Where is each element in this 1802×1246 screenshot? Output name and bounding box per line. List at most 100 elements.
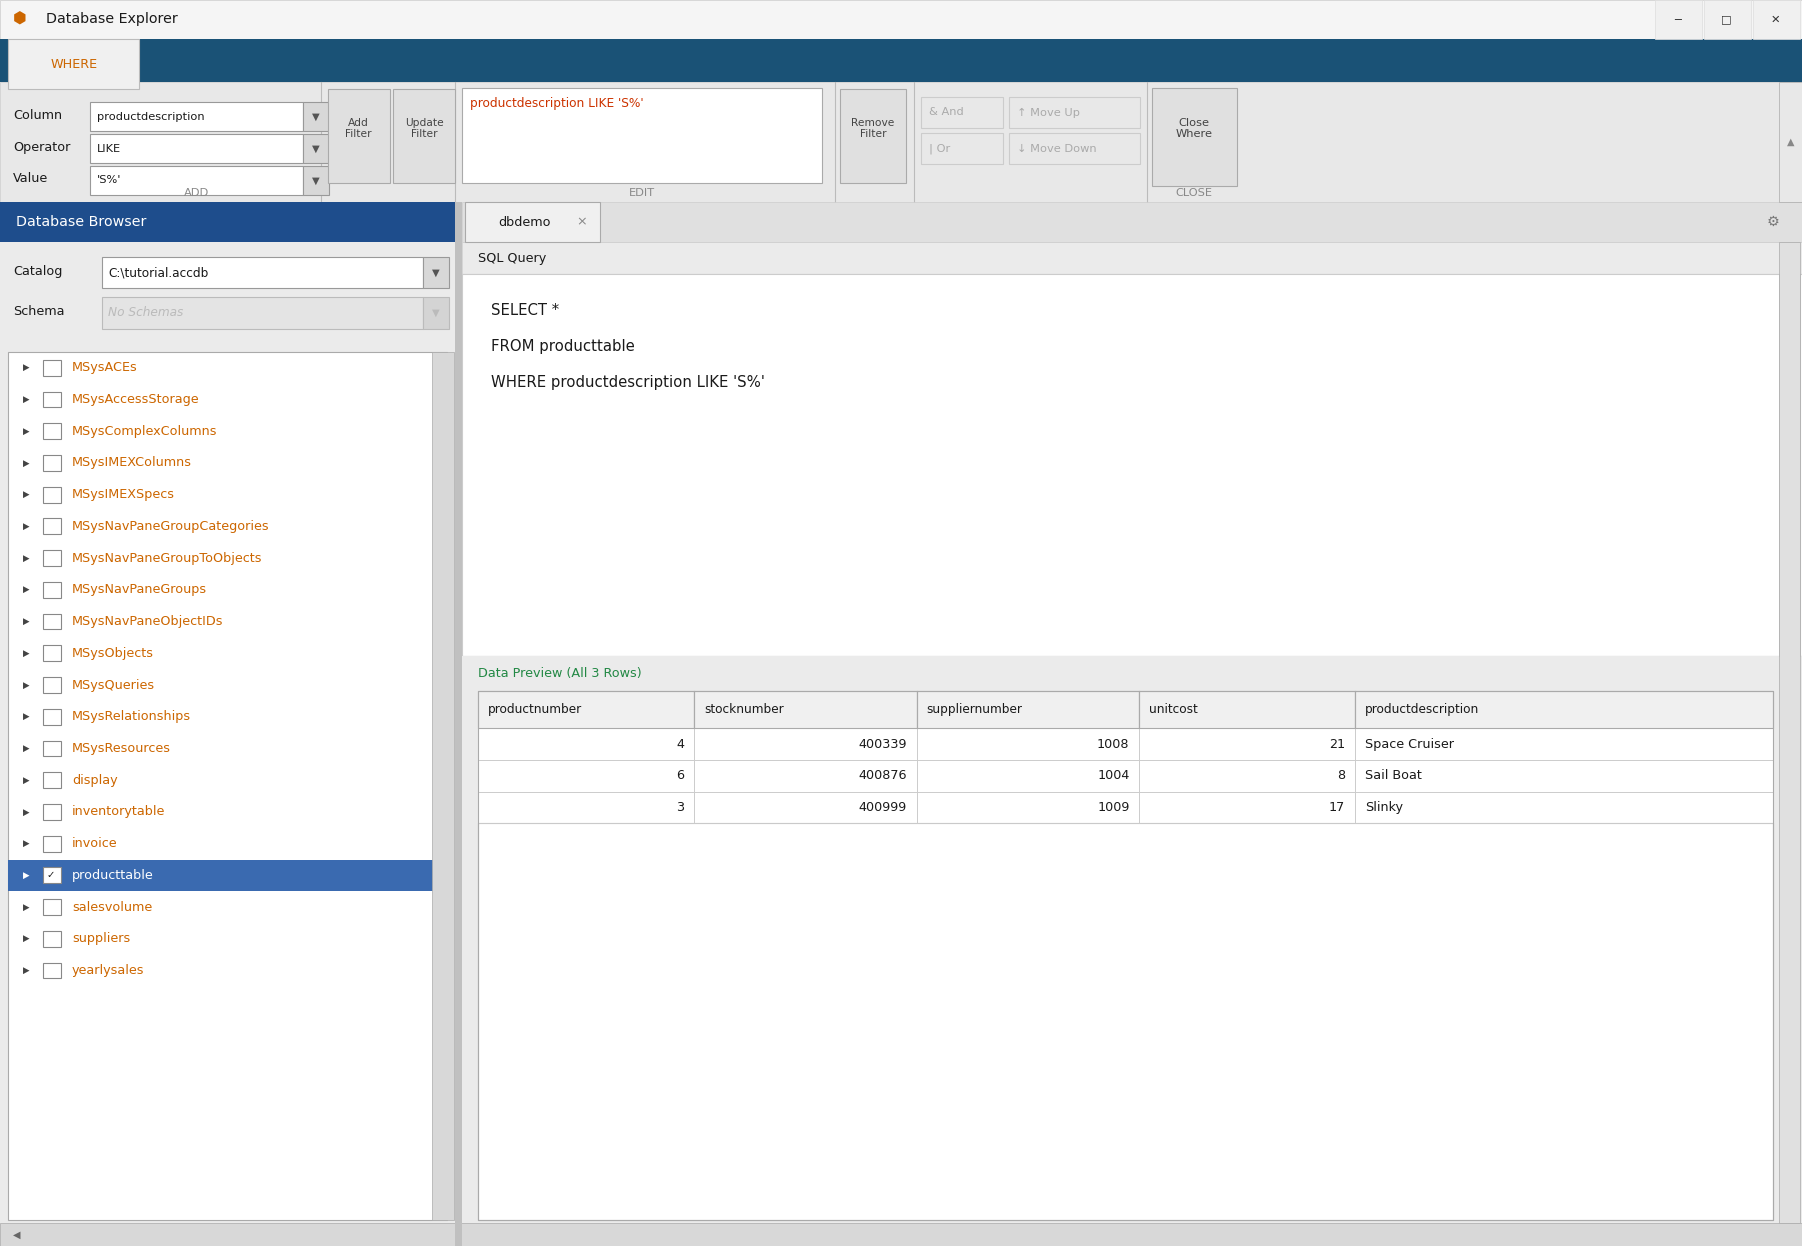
Text: ADD: ADD bbox=[184, 188, 209, 198]
Text: ▶: ▶ bbox=[23, 807, 29, 816]
Text: ▶: ▶ bbox=[23, 966, 29, 976]
Text: 'S%': 'S%' bbox=[97, 176, 121, 186]
Text: ⚙: ⚙ bbox=[1766, 216, 1779, 229]
Text: ▶: ▶ bbox=[23, 426, 29, 436]
Bar bbox=[393, 90, 456, 183]
Text: Update
Filter: Update Filter bbox=[405, 117, 443, 140]
Text: ×: × bbox=[577, 216, 587, 228]
Bar bbox=[43, 391, 61, 407]
Text: MSysQueries: MSysQueries bbox=[72, 679, 155, 692]
Text: MSysComplexColumns: MSysComplexColumns bbox=[72, 425, 218, 437]
Text: C:\tutorial.accdb: C:\tutorial.accdb bbox=[108, 267, 209, 279]
Bar bbox=[478, 728, 1773, 760]
Text: Value: Value bbox=[13, 172, 49, 186]
Bar bbox=[465, 202, 600, 242]
Text: MSysRelationships: MSysRelationships bbox=[72, 710, 191, 723]
Text: unitcost: unitcost bbox=[1150, 703, 1198, 716]
Bar bbox=[461, 88, 822, 183]
Text: & And: & And bbox=[928, 107, 964, 117]
Bar bbox=[0, 1222, 1802, 1246]
Text: ⬢: ⬢ bbox=[13, 11, 27, 26]
Text: MSysIMEXColumns: MSysIMEXColumns bbox=[72, 456, 193, 470]
Text: MSysIMEXSpecs: MSysIMEXSpecs bbox=[72, 488, 175, 501]
Text: ↓ Move Down: ↓ Move Down bbox=[1018, 143, 1097, 153]
Text: No Schemas: No Schemas bbox=[108, 307, 184, 319]
Bar bbox=[0, 0, 1802, 39]
Text: ▼: ▼ bbox=[432, 268, 440, 278]
Bar bbox=[921, 132, 1002, 164]
Text: ▶: ▶ bbox=[23, 934, 29, 943]
Bar bbox=[43, 931, 61, 947]
Text: ▶: ▶ bbox=[23, 395, 29, 404]
Bar bbox=[43, 963, 61, 978]
Text: dbdemo: dbdemo bbox=[497, 216, 550, 228]
Bar bbox=[921, 97, 1002, 128]
Bar bbox=[43, 677, 61, 693]
Text: suppliers: suppliers bbox=[72, 932, 130, 946]
Bar bbox=[43, 867, 61, 883]
Text: MSysACEs: MSysACEs bbox=[72, 361, 137, 374]
Text: ✕: ✕ bbox=[1771, 15, 1780, 25]
Bar bbox=[43, 773, 61, 789]
Bar bbox=[43, 645, 61, 662]
Text: Database Explorer: Database Explorer bbox=[45, 12, 178, 26]
Text: MSysNavPaneGroupToObjects: MSysNavPaneGroupToObjects bbox=[72, 552, 263, 564]
Bar bbox=[478, 791, 1773, 824]
Text: Slinky: Slinky bbox=[1364, 801, 1404, 814]
Bar bbox=[694, 690, 917, 728]
Bar bbox=[1139, 690, 1355, 728]
Text: MSysNavPaneGroupCategories: MSysNavPaneGroupCategories bbox=[72, 520, 270, 533]
Bar bbox=[90, 135, 303, 163]
Text: Schema: Schema bbox=[13, 305, 65, 318]
Text: suppliernumber: suppliernumber bbox=[926, 703, 1022, 716]
Bar bbox=[423, 257, 449, 288]
Bar bbox=[1355, 690, 1773, 728]
Text: productdescription LIKE 'S%': productdescription LIKE 'S%' bbox=[470, 97, 643, 111]
Bar bbox=[1779, 242, 1800, 1222]
Bar bbox=[1703, 0, 1752, 39]
Text: SELECT *: SELECT * bbox=[492, 303, 560, 318]
Bar bbox=[303, 135, 330, 163]
Bar bbox=[43, 424, 61, 439]
Bar bbox=[456, 202, 461, 1246]
Bar bbox=[101, 297, 423, 329]
Text: 17: 17 bbox=[1328, 801, 1346, 814]
Text: □: □ bbox=[1721, 15, 1732, 25]
Text: ▶: ▶ bbox=[23, 713, 29, 721]
Text: ↑ Move Up: ↑ Move Up bbox=[1018, 107, 1081, 117]
Text: 3: 3 bbox=[676, 801, 685, 814]
Text: salesvolume: salesvolume bbox=[72, 901, 153, 913]
Text: ▶: ▶ bbox=[23, 776, 29, 785]
Text: ▶: ▶ bbox=[23, 586, 29, 594]
Text: ▶: ▶ bbox=[23, 490, 29, 500]
Bar bbox=[1009, 132, 1141, 164]
Text: ▶: ▶ bbox=[23, 839, 29, 849]
Bar bbox=[328, 90, 389, 183]
Text: ▶: ▶ bbox=[23, 680, 29, 689]
Bar bbox=[43, 709, 61, 725]
Text: ▶: ▶ bbox=[23, 364, 29, 373]
Bar bbox=[1009, 97, 1141, 128]
Text: SQL Query: SQL Query bbox=[478, 252, 546, 264]
Bar bbox=[423, 297, 449, 329]
Text: Sail Boat: Sail Boat bbox=[1364, 769, 1422, 782]
Text: WHERE: WHERE bbox=[50, 57, 97, 71]
Bar bbox=[461, 274, 1802, 657]
Text: invoice: invoice bbox=[72, 837, 117, 850]
Text: ▲: ▲ bbox=[1788, 137, 1795, 147]
Bar bbox=[0, 202, 1802, 1246]
Bar bbox=[43, 518, 61, 535]
Bar bbox=[1779, 82, 1802, 202]
Bar bbox=[303, 166, 330, 194]
Bar bbox=[43, 836, 61, 851]
Text: LIKE: LIKE bbox=[97, 143, 121, 153]
Text: MSysNavPaneGroups: MSysNavPaneGroups bbox=[72, 583, 207, 597]
Text: productdescription: productdescription bbox=[97, 112, 204, 122]
Text: Operator: Operator bbox=[13, 141, 70, 153]
Text: ▶: ▶ bbox=[23, 522, 29, 531]
Bar bbox=[43, 582, 61, 598]
Bar bbox=[0, 202, 456, 242]
Text: MSysNavPaneObjectIDs: MSysNavPaneObjectIDs bbox=[72, 616, 223, 628]
Text: 6: 6 bbox=[676, 769, 685, 782]
Bar bbox=[1151, 88, 1236, 186]
